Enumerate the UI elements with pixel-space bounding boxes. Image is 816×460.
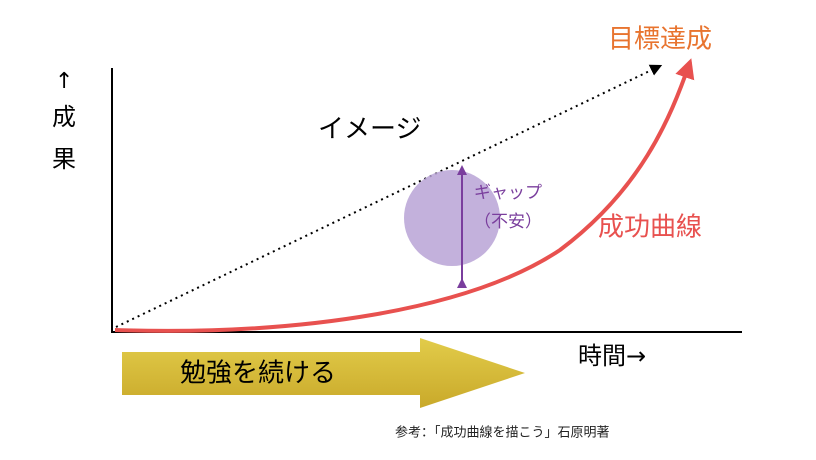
goal-label: 目標達成: [608, 25, 712, 55]
curve-label: 成功曲線: [598, 213, 702, 243]
arrow-label: 勉強を続ける: [180, 359, 336, 389]
progress-arrow: [122, 338, 525, 408]
image-line: [115, 64, 663, 328]
image-label: イメージ: [318, 115, 421, 145]
gap-label: （不安）: [474, 212, 542, 232]
x-axis-label: 時間→: [578, 342, 646, 370]
success-curve: [114, 58, 695, 333]
y-axis-label: ↑: [55, 69, 73, 94]
y-axis-label: 果: [52, 145, 76, 173]
gap-circle: [404, 170, 500, 266]
y-axis-label: 成: [52, 103, 76, 131]
reference: 参考：「成功曲線を描こう」石原明著: [395, 425, 610, 441]
gap-label: ギャップ: [474, 183, 542, 203]
